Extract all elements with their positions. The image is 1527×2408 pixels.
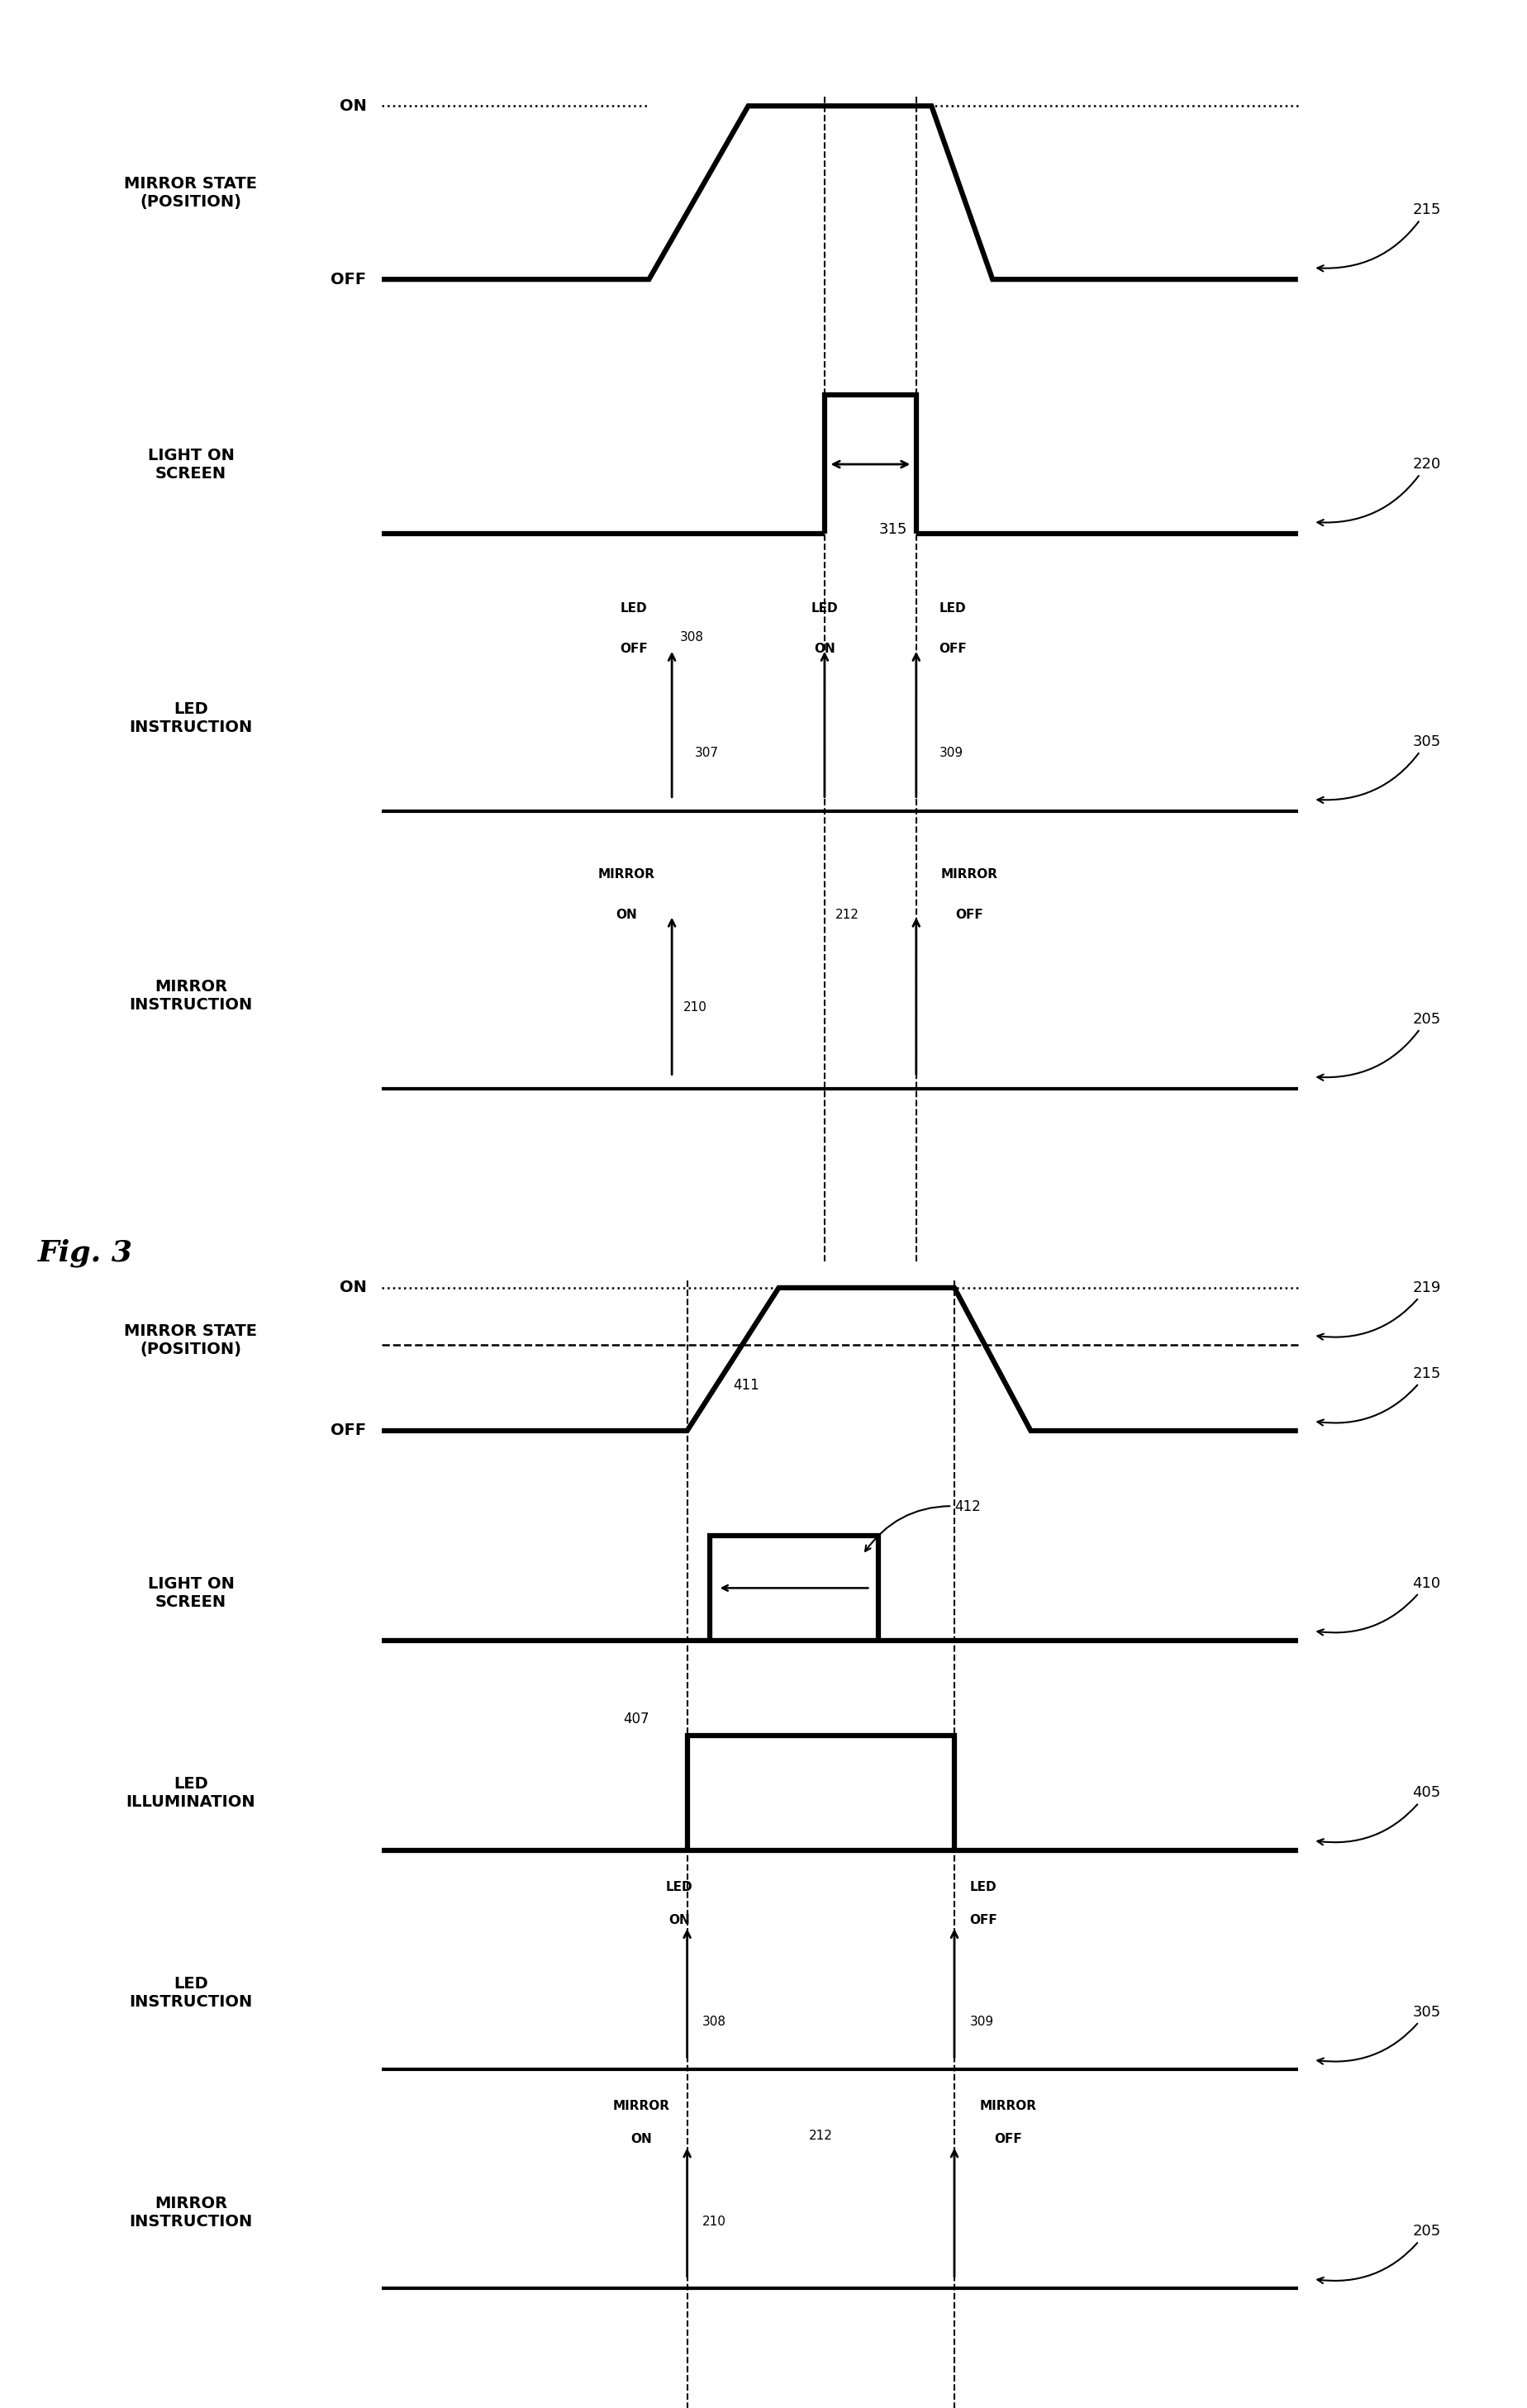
Text: 308: 308 (702, 2015, 727, 2028)
Text: OFF: OFF (956, 908, 983, 920)
Text: 305: 305 (1318, 2006, 1441, 2064)
Text: MIRROR
INSTRUCTION: MIRROR INSTRUCTION (130, 980, 252, 1014)
Text: OFF: OFF (994, 2133, 1022, 2146)
Text: 309: 309 (970, 2015, 994, 2028)
Text: MIRROR: MIRROR (979, 2100, 1037, 2112)
Text: 212: 212 (835, 908, 860, 922)
Text: LED: LED (620, 602, 647, 614)
Text: ON: ON (669, 1914, 690, 1926)
Text: LED: LED (939, 602, 967, 614)
Text: 205: 205 (1318, 1011, 1441, 1081)
Text: OFF: OFF (620, 643, 647, 655)
Text: OFF: OFF (970, 1914, 997, 1926)
Text: 315: 315 (880, 523, 907, 537)
Text: 305: 305 (1318, 734, 1441, 802)
Text: 405: 405 (1318, 1784, 1441, 1845)
Text: 410: 410 (1318, 1575, 1440, 1635)
Text: 411: 411 (733, 1377, 759, 1392)
Text: 212: 212 (809, 2131, 832, 2143)
Text: 215: 215 (1318, 202, 1441, 272)
Text: ON: ON (615, 908, 637, 920)
Text: 215: 215 (1318, 1365, 1441, 1426)
Text: LIGHT ON
SCREEN: LIGHT ON SCREEN (148, 448, 234, 482)
Text: 205: 205 (1318, 2225, 1441, 2283)
Text: LED: LED (970, 1881, 997, 1893)
Text: Fig. 3: Fig. 3 (38, 1238, 133, 1267)
Text: OFF: OFF (331, 272, 366, 287)
Text: 219: 219 (1318, 1281, 1441, 1339)
Text: 407: 407 (623, 1712, 649, 1727)
Text: ON: ON (814, 643, 835, 655)
Text: MIRROR STATE
(POSITION): MIRROR STATE (POSITION) (124, 1324, 258, 1358)
Text: 412: 412 (866, 1500, 980, 1551)
Text: MIRROR: MIRROR (612, 2100, 670, 2112)
Text: ON: ON (339, 99, 366, 113)
Text: OFF: OFF (939, 643, 967, 655)
Text: MIRROR
INSTRUCTION: MIRROR INSTRUCTION (130, 2196, 252, 2230)
Text: ON: ON (631, 2133, 652, 2146)
Text: MIRROR: MIRROR (941, 867, 999, 881)
Text: ON: ON (339, 1281, 366, 1296)
Text: LED: LED (811, 602, 838, 614)
Text: 308: 308 (680, 631, 704, 643)
Text: 220: 220 (1318, 458, 1441, 525)
Text: 210: 210 (684, 1002, 707, 1014)
Text: LED
INSTRUCTION: LED INSTRUCTION (130, 1977, 252, 2011)
Text: MIRROR: MIRROR (597, 867, 655, 881)
Text: 307: 307 (695, 746, 719, 759)
Text: OFF: OFF (331, 1423, 366, 1438)
Text: 210: 210 (702, 2215, 727, 2227)
Text: LED
INSTRUCTION: LED INSTRUCTION (130, 701, 252, 734)
Text: LED
ILLUMINATION: LED ILLUMINATION (127, 1777, 255, 1811)
Text: LED: LED (666, 1881, 693, 1893)
Text: MIRROR STATE
(POSITION): MIRROR STATE (POSITION) (124, 176, 258, 209)
Text: LIGHT ON
SCREEN: LIGHT ON SCREEN (148, 1575, 234, 1609)
Text: 309: 309 (939, 746, 964, 759)
